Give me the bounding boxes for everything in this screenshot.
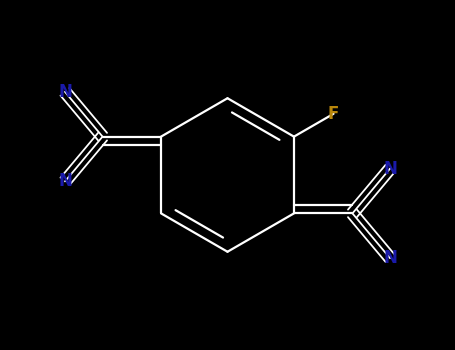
Text: N: N: [58, 83, 72, 101]
Text: N: N: [383, 160, 397, 177]
Text: N: N: [58, 173, 72, 190]
Text: F: F: [328, 105, 339, 123]
Text: N: N: [383, 249, 397, 267]
